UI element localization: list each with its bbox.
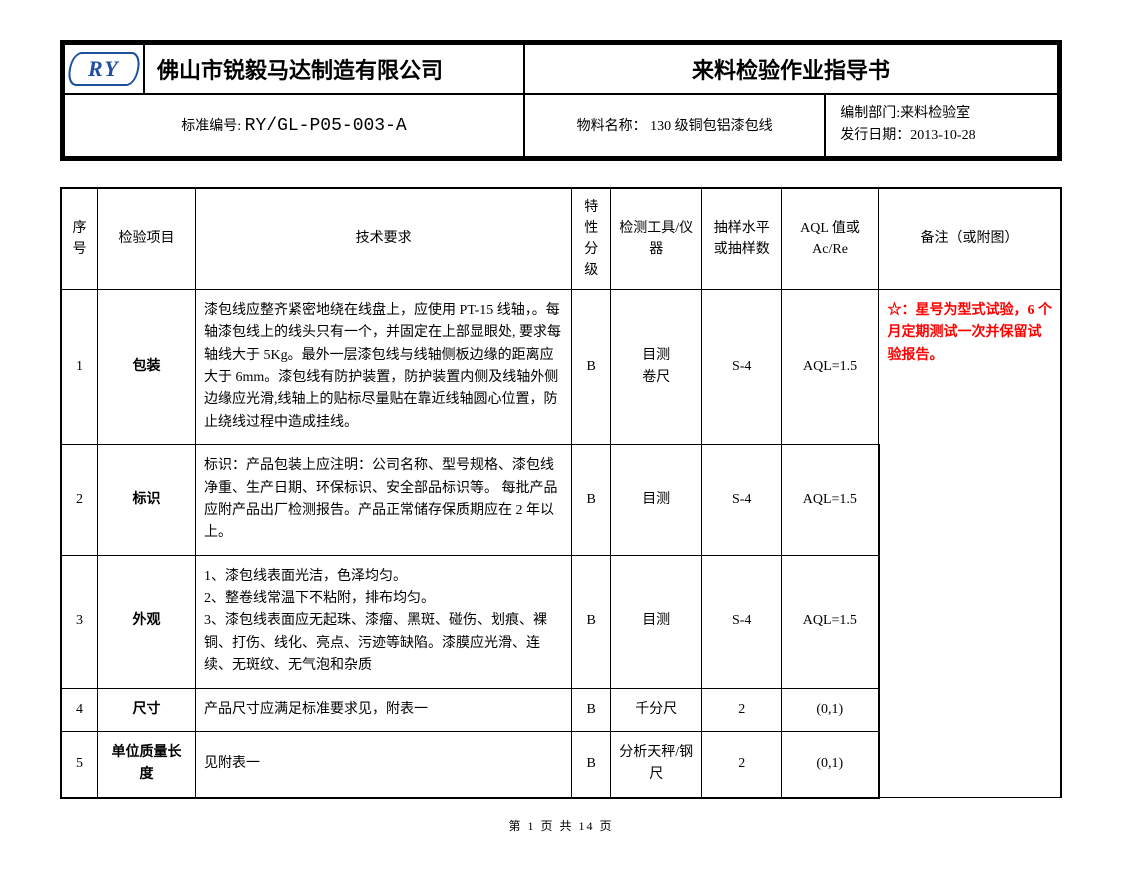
col-aql: AQL 值或 Ac/Re (782, 188, 879, 290)
col-remark: 备注（或附图） (879, 188, 1061, 290)
cell-col-tool: 目测 (611, 445, 702, 556)
cell-col-item: 外观 (97, 555, 195, 688)
cell-col-grade: B (572, 688, 611, 731)
issue-date-value: 2013-10-28 (910, 128, 975, 143)
material-value: 130 级铜包铝漆包线 (650, 119, 773, 134)
standard-no-cell: 标准编号: RY/GL-P05-003-A (64, 94, 524, 157)
cell-col-req: 标识：产品包装上应注明：公司名称、型号规格、漆包线净重、生产日期、环保标识、安全… (196, 445, 572, 556)
cell-col-aql: (0,1) (782, 732, 879, 798)
cell-col-grade: B (572, 289, 611, 444)
cell-col-aql: AQL=1.5 (782, 445, 879, 556)
remark-text: ☆：星号为型式试验，6 个月定期测试一次并保留试验报告。 (888, 303, 1053, 363)
document-title: 来料检验作业指导书 (524, 44, 1058, 94)
cell-col-no: 5 (61, 732, 97, 798)
cell-col-tool: 目测 卷尺 (611, 289, 702, 444)
cell-col-aql: (0,1) (782, 688, 879, 731)
cell-col-item: 包装 (97, 289, 195, 444)
col-requirement: 技术要求 (196, 188, 572, 290)
remark-cell: ☆：星号为型式试验，6 个月定期测试一次并保留试验报告。 (879, 289, 1061, 798)
cell-col-sample: S-4 (702, 555, 782, 688)
cell-col-sample: 2 (702, 732, 782, 798)
cell-col-aql: AQL=1.5 (782, 289, 879, 444)
cell-col-item: 单位质量长度 (97, 732, 195, 798)
logo-cell: RY (64, 44, 144, 94)
cell-col-no: 1 (61, 289, 97, 444)
cell-col-item: 标识 (97, 445, 195, 556)
page-footer: 第 1 页 共 14 页 (60, 817, 1062, 834)
cell-col-sample: 2 (702, 688, 782, 731)
col-grade: 特性分级 (572, 188, 611, 290)
cell-col-req: 产品尺寸应满足标准要求见，附表一 (196, 688, 572, 731)
cell-col-no: 3 (61, 555, 97, 688)
table-row: 1包装漆包线应整齐紧密地绕在线盘上，应使用 PT-15 线轴，。每轴漆包线上的线… (61, 289, 1061, 444)
cell-col-grade: B (572, 555, 611, 688)
cell-col-no: 4 (61, 688, 97, 731)
dept-cell: 编制部门:来料检验室 发行日期：2013-10-28 (825, 94, 1058, 157)
cell-col-req: 见附表一 (196, 732, 572, 798)
dept-value: 来料检验室 (900, 106, 970, 121)
standard-no-value: RY/GL-P05-003-A (245, 116, 407, 136)
cell-col-tool: 目测 (611, 555, 702, 688)
col-sample: 抽样水平或抽样数 (702, 188, 782, 290)
inspection-table: 序号 检验项目 技术要求 特性分级 检测工具/仪器 抽样水平或抽样数 AQL 值… (60, 187, 1062, 799)
cell-col-grade: B (572, 732, 611, 798)
cell-col-req: 1、漆包线表面光洁，色泽均匀。 2、整卷线常温下不粘附，排布均匀。 3、漆包线表… (196, 555, 572, 688)
cell-col-item: 尺寸 (97, 688, 195, 731)
dept-label: 编制部门: (840, 106, 900, 121)
cell-col-req: 漆包线应整齐紧密地绕在线盘上，应使用 PT-15 线轴，。每轴漆包线上的线头只有… (196, 289, 572, 444)
cell-col-tool: 分析天秤/钢尺 (611, 732, 702, 798)
material-cell: 物料名称： 130 级铜包铝漆包线 (524, 94, 825, 157)
company-name: 佛山市锐毅马达制造有限公司 (144, 44, 524, 94)
col-no: 序号 (61, 188, 97, 290)
cell-col-sample: S-4 (702, 289, 782, 444)
table-header-row: 序号 检验项目 技术要求 特性分级 检测工具/仪器 抽样水平或抽样数 AQL 值… (61, 188, 1061, 290)
material-label: 物料名称： (577, 119, 647, 134)
logo-icon: RY (66, 52, 142, 86)
cell-col-tool: 千分尺 (611, 688, 702, 731)
logo-text: RY (88, 54, 120, 84)
cell-col-no: 2 (61, 445, 97, 556)
cell-col-sample: S-4 (702, 445, 782, 556)
document-header: RY 佛山市锐毅马达制造有限公司 来料检验作业指导书 标准编号: RY/GL-P… (60, 40, 1062, 161)
cell-col-aql: AQL=1.5 (782, 555, 879, 688)
col-item: 检验项目 (97, 188, 195, 290)
col-tool: 检测工具/仪器 (611, 188, 702, 290)
issue-date-label: 发行日期： (840, 128, 910, 143)
header-table: RY 佛山市锐毅马达制造有限公司 来料检验作业指导书 标准编号: RY/GL-P… (63, 43, 1059, 158)
cell-col-grade: B (572, 445, 611, 556)
standard-no-label: 标准编号: (181, 119, 241, 134)
